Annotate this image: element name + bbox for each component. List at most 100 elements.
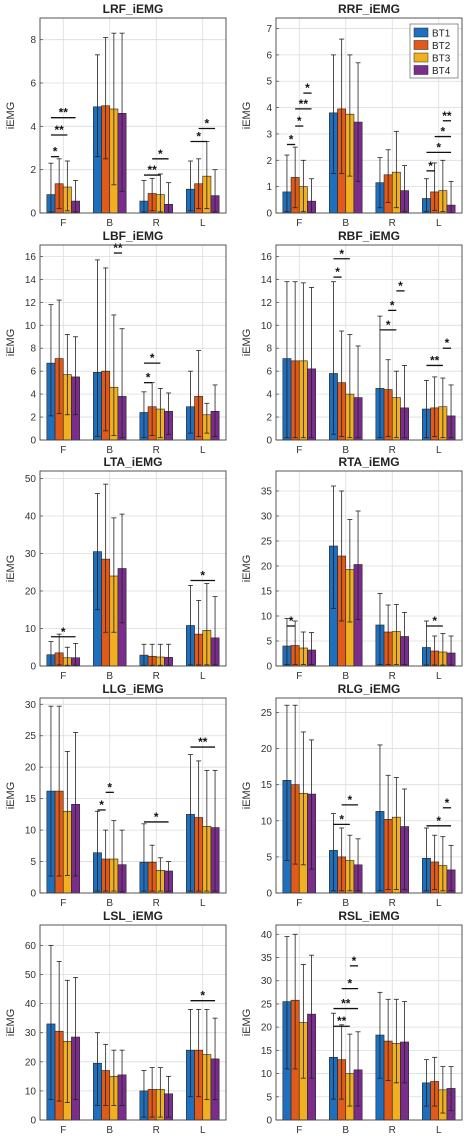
x-tick-label: B [342,671,349,682]
significance-label: * [53,145,58,159]
significance-label: * [146,371,151,385]
significance-label: ** [341,997,351,1011]
x-tick-label: F [60,671,66,682]
significance-label: * [335,265,340,279]
y-tick-label: 40 [261,930,273,941]
significance-label: * [398,279,403,293]
y-tick-label: 50 [25,970,37,981]
x-tick-label: L [436,1125,442,1136]
x-tick-label: B [106,898,113,909]
x-tick-label: F [60,218,66,229]
plot-area [40,471,226,666]
x-tick-label: B [106,445,113,456]
y-axis-label: iEMG [241,782,253,810]
y-tick-label: 25 [261,999,273,1010]
x-tick-label: R [389,671,396,682]
y-axis-label: iEMG [5,782,17,810]
y-tick-label: 20 [25,763,37,774]
significance-label: * [305,81,310,95]
y-tick-label: 2 [266,156,272,167]
significance-label: * [205,117,210,131]
y-tick-label: 30 [25,549,37,560]
y-tick-label: 30 [261,976,273,987]
y-tick-label: 15 [25,794,37,805]
x-tick-label: R [389,898,396,909]
chart-title: RRF_iEMG [338,2,400,16]
y-tick-label: 10 [25,624,37,635]
x-tick-label: F [60,898,66,909]
y-tick-label: 25 [261,708,273,719]
significance-label: ** [113,241,123,255]
y-axis-label: iEMG [5,329,17,357]
y-tick-label: 20 [261,744,273,755]
y-tick-label: 10 [261,1069,273,1080]
y-tick-label: 3 [266,129,272,140]
y-tick-label: 0 [266,889,272,900]
significance-label: * [289,132,294,146]
y-tick-label: 0 [266,436,272,447]
legend-swatch [413,65,429,75]
significance-label: * [348,977,353,991]
x-tick-label: R [389,218,396,229]
chart-lta-iemg: LTA_iEMG 0 10 20 30 40 50 F B R L * * iEMG [5,455,227,682]
y-tick-label: 5 [266,1092,272,1103]
significance-label: * [445,796,450,810]
y-tick-label: 40 [25,999,37,1010]
y-tick-label: 0 [30,1116,36,1127]
significance-label: * [99,798,104,812]
significance-label: ** [147,163,157,177]
chart-title: LBF_iEMG [103,229,164,243]
x-tick-label: R [153,1125,160,1136]
y-tick-label: 5 [266,637,272,648]
y-axis-label: iEMG [5,102,17,130]
chart-title: LLG_iEMG [102,682,163,696]
axes-frame [275,924,463,1121]
y-tick-label: 10 [25,321,37,332]
y-axis-label: iEMG [241,329,253,357]
y-tick-label: 5 [30,857,36,868]
y-tick-label: 8 [266,344,272,355]
significance-label: ** [442,109,452,123]
x-tick-label: F [296,1125,302,1136]
y-axis-label: iEMG [241,555,253,583]
chart-title: LRF_iEMG [103,2,164,16]
significance-label: ** [299,97,309,111]
significance-label: * [200,989,205,1003]
y-tick-label: 50 [25,474,37,485]
x-tick-label: L [200,218,206,229]
significance-label: * [428,159,433,173]
x-tick-label: R [153,898,160,909]
x-tick-label: B [342,898,349,909]
significance-label: ** [198,735,208,749]
chart-title: LTA_iEMG [104,455,163,469]
y-tick-label: 6 [30,79,36,90]
chart-rta-iemg: RTA_iEMG 0 5 10 15 20 25 30 35 F B R L * * iEMG [241,455,463,682]
significance-label: * [297,114,302,128]
y-tick-label: 0 [30,662,36,673]
significance-label: * [200,569,205,583]
x-tick-label: R [389,1125,396,1136]
y-tick-label: 16 [25,252,37,263]
y-tick-label: 30 [25,1028,37,1039]
axes-frame [39,697,227,894]
y-axis-label: iEMG [5,1009,17,1037]
significance-label: * [289,614,294,628]
y-tick-label: 20 [25,1057,37,1068]
significance-label: * [386,318,391,332]
significance-label: * [339,812,344,826]
x-tick-label: L [436,898,442,909]
y-tick-label: 6 [266,367,272,378]
y-tick-label: 35 [261,953,273,964]
chart-title: LSL_iEMG [103,909,163,923]
y-tick-label: 35 [261,487,273,498]
axes-frame [275,697,463,894]
y-tick-label: 20 [261,1023,273,1034]
y-tick-label: 14 [261,275,273,286]
x-tick-label: B [106,671,113,682]
chart-title: RBF_iEMG [338,229,400,243]
plot-area [40,18,226,213]
y-tick-label: 60 [25,941,37,952]
x-tick-label: B [342,1125,349,1136]
y-tick-label: 30 [25,700,37,711]
